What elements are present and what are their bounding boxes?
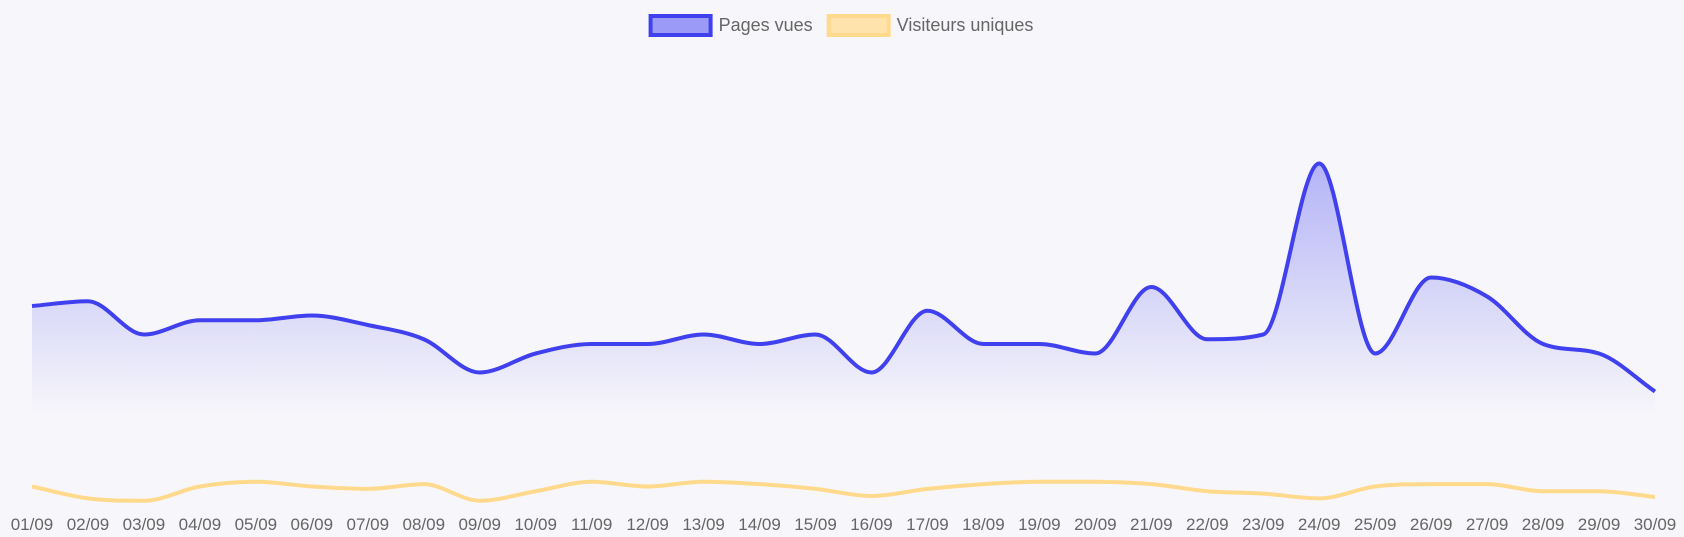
x-tick-label: 01/09 [11,515,54,534]
x-tick-label: 14/09 [738,515,781,534]
x-tick-label: 16/09 [850,515,893,534]
x-tick-label: 27/09 [1466,515,1509,534]
legend-swatch-pages-vues[interactable] [648,14,713,37]
x-tick-label: 04/09 [179,515,222,534]
x-tick-label: 28/09 [1522,515,1565,534]
legend-label-visiteurs-uniques[interactable]: Visiteurs uniques [897,15,1034,35]
x-tick-label: 05/09 [235,515,278,534]
x-tick-label: 23/09 [1242,515,1285,534]
x-tick-label: 21/09 [1130,515,1173,534]
series-line-pages-vues [31,161,1657,394]
x-tick-label: 06/09 [291,515,334,534]
x-tick-label: 24/09 [1298,515,1341,534]
x-tick-label: 09/09 [458,515,501,534]
x-tick-label: 07/09 [347,515,390,534]
x-tick-label: 02/09 [67,515,110,534]
legend-swatch-visiteurs-uniques[interactable] [826,14,891,37]
x-tick-label: 10/09 [514,515,557,534]
x-tick-label: 19/09 [1018,515,1061,534]
x-tick-label: 15/09 [794,515,837,534]
chart-legend: Pages vues Visiteurs uniques [648,14,1034,37]
legend-label-pages-vues[interactable]: Pages vues [719,15,813,35]
x-tick-label: 20/09 [1074,515,1117,534]
x-axis: 01/09 02/09 03/09 04/09 05/09 06/09 07/09 08/09… [11,515,1677,534]
series-area-pages-vues [32,163,1655,415]
x-tick-label: 08/09 [402,515,445,534]
x-tick-label: 12/09 [626,515,669,534]
x-tick-label: 03/09 [123,515,166,534]
x-tick-label: 22/09 [1186,515,1229,534]
x-tick-label: 11/09 [571,515,612,534]
x-tick-label: 18/09 [962,515,1005,534]
x-tick-label: 30/09 [1634,515,1677,534]
series-line-visiteurs-uniques [31,479,1656,503]
x-tick-label: 25/09 [1354,515,1397,534]
x-tick-label: 26/09 [1410,515,1453,534]
x-tick-label: 17/09 [906,515,949,534]
plot-area [31,161,1657,503]
x-tick-label: 29/09 [1578,515,1621,534]
x-tick-label: 13/09 [682,515,725,534]
